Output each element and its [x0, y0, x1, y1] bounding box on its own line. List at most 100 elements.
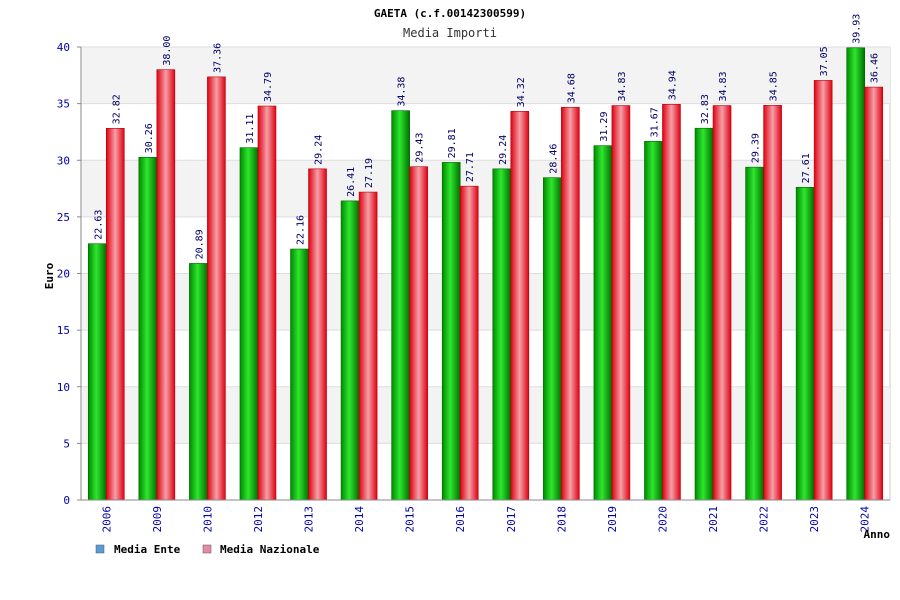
x-tick-label: 2015	[404, 506, 417, 533]
data-label: 20.89	[194, 229, 205, 259]
bar-media-ente	[340, 200, 360, 501]
data-label: 34.68	[566, 73, 577, 103]
data-label: 26.41	[346, 167, 357, 197]
y-axis-ticks: 0 5 10 15 20 25 30 35 40	[57, 41, 81, 507]
y-axis-label: Euro	[43, 262, 56, 289]
data-label: 27.61	[801, 153, 812, 183]
bar-media-nazionale	[662, 104, 681, 501]
x-tick-label: 2010	[201, 506, 214, 533]
y-tick-label: 10	[57, 381, 70, 394]
legend: Media Ente Media Nazionale	[95, 543, 320, 556]
data-label: 34.79	[263, 72, 274, 102]
legend-label-media-nazionale: Media Nazionale	[220, 543, 320, 556]
bar-media-ente	[795, 187, 815, 501]
bar-media-ente	[391, 110, 410, 501]
x-tick-label: 2013	[303, 506, 316, 533]
x-tick-label: 2020	[656, 506, 669, 533]
x-tick-label: 2018	[555, 506, 568, 533]
legend-label-media-ente: Media Ente	[114, 543, 181, 556]
data-label: 34.38	[397, 77, 408, 107]
y-tick-label: 30	[57, 154, 70, 167]
bar-media-nazionale	[459, 185, 479, 501]
data-label: 31.67	[649, 107, 660, 137]
bar-media-nazionale	[712, 105, 732, 501]
data-label: 22.16	[296, 215, 307, 245]
data-label: 32.82	[111, 94, 122, 124]
bar-media-ente	[492, 168, 512, 501]
bar-media-ente	[239, 147, 259, 501]
data-label: 37.05	[819, 46, 830, 76]
data-label: 29.43	[415, 133, 426, 163]
x-tick-label: 2022	[758, 506, 771, 533]
data-label: 29.81	[447, 128, 458, 158]
bar-media-nazionale	[611, 105, 631, 501]
x-tick-label: 2021	[707, 506, 720, 533]
y-tick-label: 40	[57, 41, 70, 54]
data-label: 34.83	[718, 71, 729, 101]
bar-media-ente	[290, 248, 309, 501]
bar-media-nazionale	[105, 128, 125, 501]
x-tick-label: 2017	[505, 506, 518, 533]
data-label: 29.24	[498, 135, 509, 165]
legend-swatch-media-nazionale	[202, 544, 212, 554]
x-tick-label: 2012	[252, 506, 265, 533]
data-label: 32.83	[700, 94, 711, 124]
bar-media-nazionale	[156, 69, 176, 501]
x-axis-label: Anno	[864, 528, 891, 541]
bar-media-nazionale	[763, 105, 782, 501]
x-tick-label: 2009	[151, 506, 164, 533]
bar-media-ente	[846, 47, 866, 501]
bar-media-nazionale	[358, 191, 378, 501]
data-label: 34.83	[617, 71, 628, 101]
chart-title: GAETA (c.f.00142300599)	[374, 7, 526, 20]
chart-subtitle: Media Importi	[403, 26, 497, 40]
bar-media-ente	[745, 166, 764, 501]
bar-media-ente	[87, 243, 107, 501]
bar-media-ente	[543, 177, 562, 501]
y-tick-label: 5	[63, 437, 70, 450]
bar-media-ente	[441, 162, 461, 501]
bar-media-nazionale	[864, 86, 884, 501]
x-tick-label: 2016	[454, 506, 467, 533]
data-label: 29.39	[751, 133, 762, 163]
bar-media-nazionale	[561, 106, 580, 501]
bar-media-nazionale	[257, 105, 277, 501]
x-tick-label: 2006	[100, 506, 113, 533]
bar-media-nazionale	[813, 80, 833, 501]
data-label: 34.94	[667, 70, 678, 100]
x-axis-ticks: 2006 2009 2010 2012 2013 2014 2015 2016 2017 2018…	[100, 506, 871, 533]
data-label: 39.93	[852, 14, 863, 44]
y-tick-label: 15	[57, 324, 70, 337]
bar-media-ente	[593, 145, 613, 501]
data-label: 31.11	[245, 114, 256, 144]
data-label: 36.46	[870, 53, 881, 83]
bar-media-nazionale	[207, 76, 226, 501]
data-label: 38.00	[162, 36, 173, 66]
bar-media-ente	[138, 157, 158, 501]
bar-media-nazionale	[409, 166, 428, 501]
data-label: 29.24	[314, 135, 325, 165]
data-label: 37.36	[212, 43, 223, 73]
x-tick-label: 2014	[353, 506, 366, 533]
y-tick-label: 0	[63, 494, 70, 507]
bar-media-nazionale	[510, 111, 530, 501]
data-label: 34.85	[769, 71, 780, 101]
x-tick-label: 2019	[606, 506, 619, 533]
y-tick-label: 20	[57, 268, 70, 281]
data-label: 34.32	[516, 77, 527, 107]
data-label: 22.63	[93, 210, 104, 240]
data-label: 31.29	[599, 112, 610, 142]
data-label: 27.19	[364, 158, 375, 188]
bars: 22.63 32.82 30.26 38.00 20.89 37.36 31.11 34.79…	[87, 14, 884, 501]
x-tick-label: 2023	[808, 506, 821, 533]
x-tick-label: 2024	[859, 506, 872, 533]
bar-media-nazionale	[308, 168, 327, 501]
bar-media-ente	[694, 127, 714, 501]
data-label: 30.26	[144, 123, 155, 153]
bar-media-ente	[644, 141, 663, 501]
data-label: 28.46	[548, 144, 559, 174]
data-label: 27.71	[465, 152, 476, 182]
bar-media-ente	[189, 263, 208, 501]
